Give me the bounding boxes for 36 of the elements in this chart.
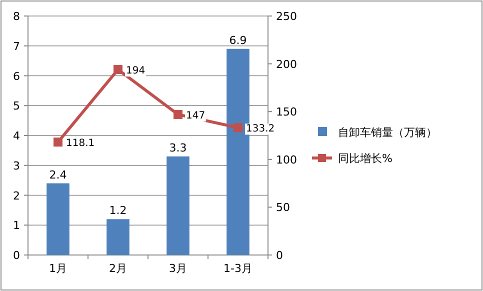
data-label: 147 [186,110,206,122]
y-tick-label: 1 [13,219,20,232]
y2-tick-label: 0 [276,249,283,262]
y2-tick-label: 200 [276,58,297,71]
y-tick-label: 4 [13,130,20,142]
y2-tick-label: 150 [276,106,297,119]
data-label: 2.4 [49,168,67,182]
legend-label: 同比增长% [338,152,392,165]
y-tick-label: 7 [13,40,20,53]
point [234,123,242,132]
x-tick-label: 2月 [109,262,127,275]
point [174,110,182,119]
x-tick-label: 3月 [169,262,187,275]
data-label: 194 [126,66,146,77]
x-tick-label: 1-3月 [224,262,252,275]
x-tick-label: 1月 [49,262,67,275]
data-label: 6.9 [229,34,247,47]
bar [106,219,130,255]
y-tick-label: 6 [13,70,20,83]
point [114,65,122,74]
y-tick-label: 2 [13,189,20,202]
y2-tick-label: 250 [276,10,297,23]
legend-label: 自卸车销量（万辆） [338,126,437,139]
y2-tick-label: 50 [276,201,290,214]
y-tick-label: 3 [13,159,20,172]
bar [166,156,190,255]
y-tick-label: 0 [13,249,20,262]
data-label: 133.2 [246,124,275,135]
y-tick-label: 8 [13,10,20,23]
bar [46,183,70,255]
point [54,138,62,147]
data-label: 3.3 [169,141,187,154]
data-label: 1.2 [109,204,127,218]
data-label: 118.1 [66,138,95,150]
y-tick-label: 5 [13,100,20,113]
y2-tick-label: 100 [276,153,297,166]
